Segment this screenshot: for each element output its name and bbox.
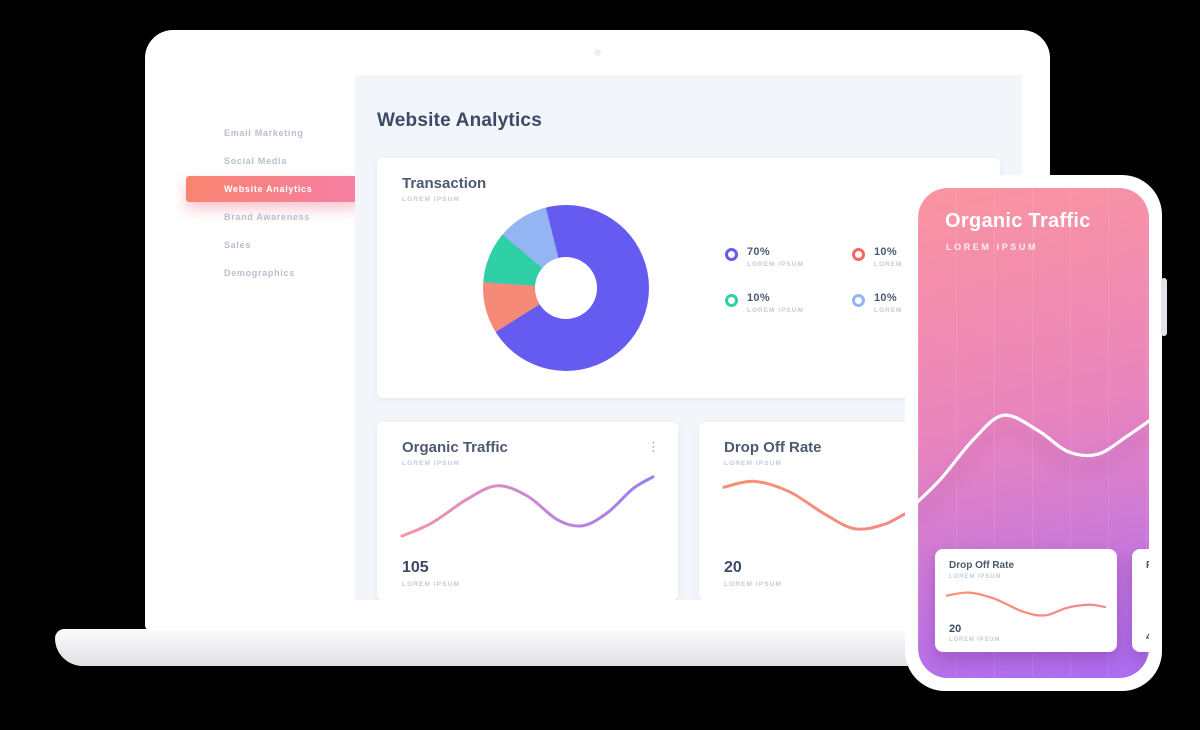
legend-label: LOREM IPSUM bbox=[747, 306, 804, 314]
phone-mockup: Organic Traffic LOREM IPSUM Drop Off Rat… bbox=[905, 175, 1167, 691]
phone-screen: Organic Traffic LOREM IPSUM Drop Off Rat… bbox=[918, 188, 1149, 678]
sidebar-item-website-analytics[interactable]: Website Analytics bbox=[186, 176, 362, 202]
legend-item: 70% LOREM IPSUM bbox=[725, 246, 852, 268]
phone-drop-off-mini-chart bbox=[947, 585, 1105, 623]
page-title: Website Analytics bbox=[377, 109, 542, 131]
phone-card-title: R bbox=[1146, 560, 1149, 571]
phone-partial-card: R 4 bbox=[1132, 549, 1149, 652]
legend-value: 10% bbox=[874, 291, 897, 304]
legend-value: 10% bbox=[874, 245, 897, 258]
sidebar-item-brand-awareness[interactable]: Brand Awareness bbox=[224, 212, 311, 222]
sidebar: Email Marketing Social Media Website Ana… bbox=[175, 75, 362, 600]
legend-swatch-icon bbox=[852, 293, 865, 307]
legend-value: 70% bbox=[747, 245, 770, 258]
phone-drop-off-card: Drop Off Rate LOREM IPSUM bbox=[935, 549, 1117, 652]
organic-traffic-chart bbox=[402, 468, 653, 542]
sidebar-item-email-marketing[interactable]: Email Marketing bbox=[224, 128, 304, 138]
kebab-menu-icon[interactable]: ⋮ bbox=[647, 438, 660, 454]
drop-off-rate-subtitle: LOREM IPSUM bbox=[724, 459, 782, 467]
drop-off-rate-value-label: LOREM IPSUM bbox=[724, 580, 782, 588]
legend-label: LOREM IPSUM bbox=[747, 260, 804, 268]
legend-value: 10% bbox=[747, 291, 770, 304]
legend-label: LOREM IPSUM bbox=[874, 260, 931, 268]
phone-cards-row: Drop Off Rate LOREM IPSUM bbox=[935, 549, 1149, 652]
sidebar-item-demographics[interactable]: Demographics bbox=[224, 268, 295, 278]
webcam-icon bbox=[594, 49, 601, 56]
phone-card-title: Drop Off Rate bbox=[949, 560, 1014, 571]
phone-card-value-label: LOREM IPSUM bbox=[949, 637, 1001, 643]
legend-swatch-icon bbox=[725, 293, 738, 307]
legend-item: 10% LOREM IPSUM bbox=[852, 292, 931, 314]
drop-off-rate-title: Drop Off Rate bbox=[724, 438, 822, 456]
organic-traffic-title: Organic Traffic bbox=[402, 438, 508, 456]
legend-swatch-icon bbox=[725, 247, 738, 261]
phone-side-button bbox=[1161, 278, 1167, 336]
phone-card-subtitle: LOREM IPSUM bbox=[949, 574, 1002, 580]
phone-title: Organic Traffic bbox=[945, 210, 1091, 232]
transaction-donut-chart bbox=[483, 204, 649, 371]
donut-legend: 70% LOREM IPSUM 10% LOREM IPSUM bbox=[725, 246, 931, 314]
legend-item: 10% LOREM IPSUM bbox=[852, 246, 931, 268]
organic-traffic-subtitle: LOREM IPSUM bbox=[402, 459, 460, 467]
transaction-subtitle: LOREM IPSUM bbox=[402, 195, 460, 203]
legend-item: 10% LOREM IPSUM bbox=[725, 292, 852, 314]
phone-card-value: 4 bbox=[1146, 631, 1149, 643]
organic-traffic-value-label: LOREM IPSUM bbox=[402, 580, 460, 588]
phone-card-value: 20 bbox=[949, 623, 962, 635]
organic-traffic-value: 105 bbox=[402, 558, 429, 576]
transaction-card: Transaction LOREM IPSUM 70% LOREM IPSUM bbox=[377, 157, 1000, 398]
transaction-title: Transaction bbox=[402, 174, 487, 192]
sidebar-item-social-media[interactable]: Social Media bbox=[224, 156, 287, 166]
phone-organic-chart bbox=[918, 384, 1149, 514]
phone-subtitle: LOREM IPSUM bbox=[946, 242, 1039, 252]
legend-label: LOREM IPSUM bbox=[874, 306, 931, 314]
organic-traffic-card: Organic Traffic LOREM IPSUM ⋮ bbox=[377, 421, 678, 600]
drop-off-rate-value: 20 bbox=[724, 558, 742, 576]
legend-swatch-icon bbox=[852, 247, 865, 261]
sidebar-item-sales[interactable]: Sales bbox=[224, 240, 252, 250]
dashboard: Email Marketing Social Media Website Ana… bbox=[175, 75, 1022, 600]
